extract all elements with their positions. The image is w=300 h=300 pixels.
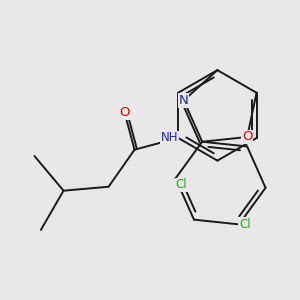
Text: O: O <box>119 106 130 119</box>
Text: NH: NH <box>161 131 178 145</box>
Text: Cl: Cl <box>239 218 250 231</box>
Text: O: O <box>242 130 252 143</box>
Text: Cl: Cl <box>176 178 187 191</box>
Text: N: N <box>179 94 189 107</box>
